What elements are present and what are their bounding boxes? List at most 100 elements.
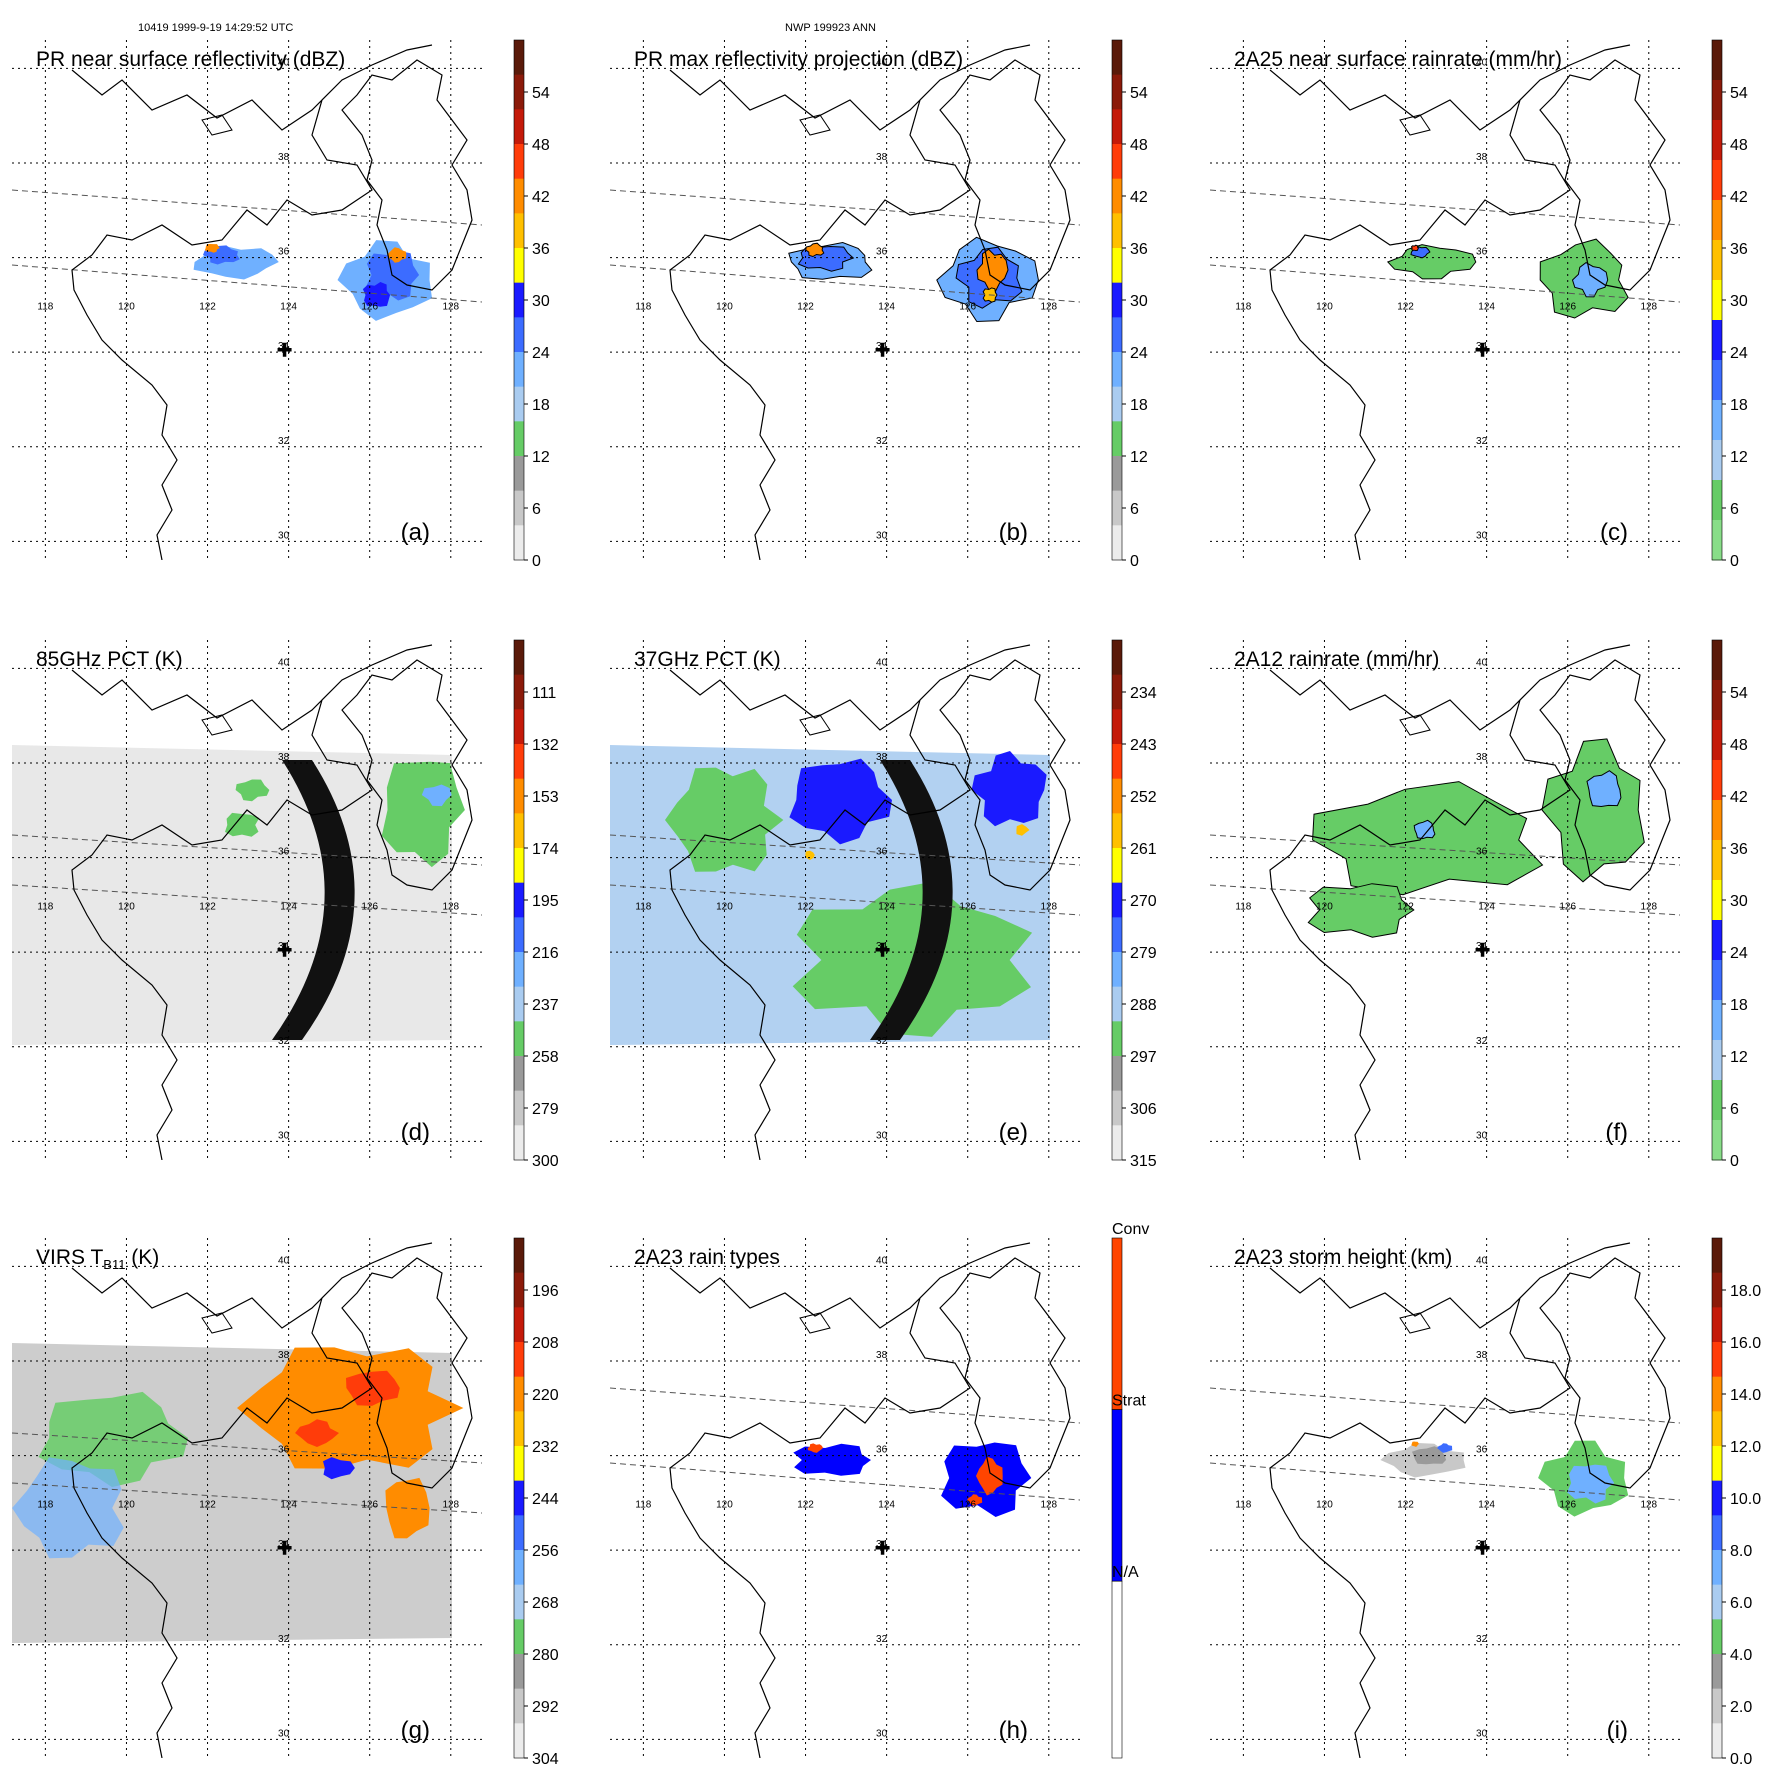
colorbar-tick-label: 12 [1730,449,1748,466]
colorbar-segment [514,1584,524,1620]
colorbar-tick-label: 244 [532,1491,559,1508]
panel-title: 2A23 rain types [634,1246,780,1269]
colorbar: Conv Strat N/A [1111,1221,1149,1759]
lat-label: 40 [876,57,888,68]
lon-label: 120 [118,1500,135,1511]
colorbar: 111 132 153 174 195 216 237 258 279 300 [513,639,559,1170]
colorbar-tick-label: 268 [532,1595,559,1612]
station-cross-marker [875,1540,890,1555]
colorbar-segment [1112,778,1122,814]
lat-label: 36 [1476,247,1488,258]
lon-label: 122 [1397,302,1414,313]
colorbar-segment [1712,240,1722,281]
colorbar-tick-label: 48 [532,137,550,154]
panel-letter: (h) [999,1717,1028,1744]
coastline-peninsula [341,1257,473,1489]
lat-label: 32 [1476,436,1488,447]
coastline-peninsula [1539,1257,1671,1489]
lat-label: 36 [876,847,888,858]
lon-label: 126 [1559,302,1576,313]
coastline-peninsula [341,659,473,891]
colorbar-segment [1712,280,1722,321]
colorbar-tick-label: 6 [1730,1101,1739,1118]
swath-boundary [1210,189,1680,226]
colorbar-tick-label: 232 [532,1439,559,1456]
field-region [1413,819,1436,840]
field-region [323,1457,355,1480]
colorbar-tick-label: 8.0 [1730,1543,1752,1560]
lon-label: 118 [635,902,651,913]
colorbar-segment [514,1125,524,1161]
colorbar-segment [1712,760,1722,801]
lon-label: 124 [1478,302,1495,313]
panel-h: 4038363432301181201221241261282A23 rain … [610,1221,1149,1759]
field-region [1412,1446,1447,1465]
colorbar-segment [1112,109,1122,145]
colorbar-segment [514,490,524,526]
map-area [610,40,1080,560]
colorbar-segment [514,744,524,780]
nwp-header: NWP 199923 ANN [785,22,876,34]
colorbar-segment [514,1688,524,1724]
swath-boundary [12,884,482,916]
station-cross-marker [277,342,292,357]
colorbar-segment [514,1272,524,1308]
lat-label: 38 [876,752,888,763]
colorbar-tick-label: 10.0 [1730,1491,1761,1508]
colorbar-segment [514,709,524,745]
station-cross-marker [1475,942,1490,957]
colorbar-category: Strat [1112,1393,1146,1410]
lon-label: 120 [716,1500,733,1511]
map-area [12,640,482,1160]
colorbar-segment [1112,456,1122,492]
swath-boundary [610,1387,1080,1424]
coastline-peninsula [1539,59,1671,291]
lon-label: 118 [635,302,651,313]
panel-title: 37GHz PCT (K) [634,648,781,671]
lat-label: 32 [1476,1036,1488,1047]
lon-label: 128 [442,902,459,913]
swath-background [12,745,452,1045]
coastline-peninsula [939,659,1071,891]
colorbar-segment [1712,200,1722,241]
colorbar-tick-label: 14.0 [1730,1387,1761,1404]
colorbar-segment [514,1550,524,1586]
colorbar-tick-label: 279 [1130,945,1157,962]
colorbar-segment [1112,317,1122,353]
panel-title-subscript: B11 [103,1257,125,1272]
colorbar-tick-label: 288 [1130,997,1157,1014]
lat-label: 36 [278,847,290,858]
swath-boundary [1210,884,1680,916]
coastline-peninsula [341,59,473,291]
field-region [1312,781,1544,896]
colorbar: 196 208 220 232 244 256 268 280 292 304 [513,1237,559,1768]
colorbar-segment [1712,1550,1722,1586]
colorbar-tick-label: 315 [1130,1153,1157,1170]
colorbar-segment [1712,960,1722,1001]
panel-d: 40383634323011812012212412612885GHz PCT … [12,639,559,1170]
colorbar-segment [1712,840,1722,881]
colorbar-tick-label: 292 [532,1699,559,1716]
colorbar-tick-label: 6 [532,501,541,518]
colorbar-segment [1112,490,1122,526]
field-region [385,1477,430,1539]
station-cross-marker [1475,1540,1490,1555]
lon-label: 124 [280,302,297,313]
map-area [610,1238,1080,1758]
swath-boundary [12,189,482,226]
colorbar-segment [1712,1238,1722,1274]
colorbar-tick-label: 54 [532,85,550,102]
colorbar-segment [1712,1376,1722,1412]
field-region [1437,1443,1453,1453]
colorbar-tick-label: 174 [532,841,559,858]
coastline-peninsula [939,1257,1071,1489]
colorbar-tick-label: 300 [532,1153,559,1170]
swath-boundary [610,264,1080,303]
colorbar-segment [1712,120,1722,161]
colorbar-category: Conv [1112,1221,1149,1238]
lon-label: 122 [797,902,814,913]
lon-label: 122 [797,302,814,313]
coastline-island [201,114,233,136]
panel-title: PR max reflectivity projection (dBZ) [634,48,963,71]
lon-label: 128 [1640,1500,1657,1511]
